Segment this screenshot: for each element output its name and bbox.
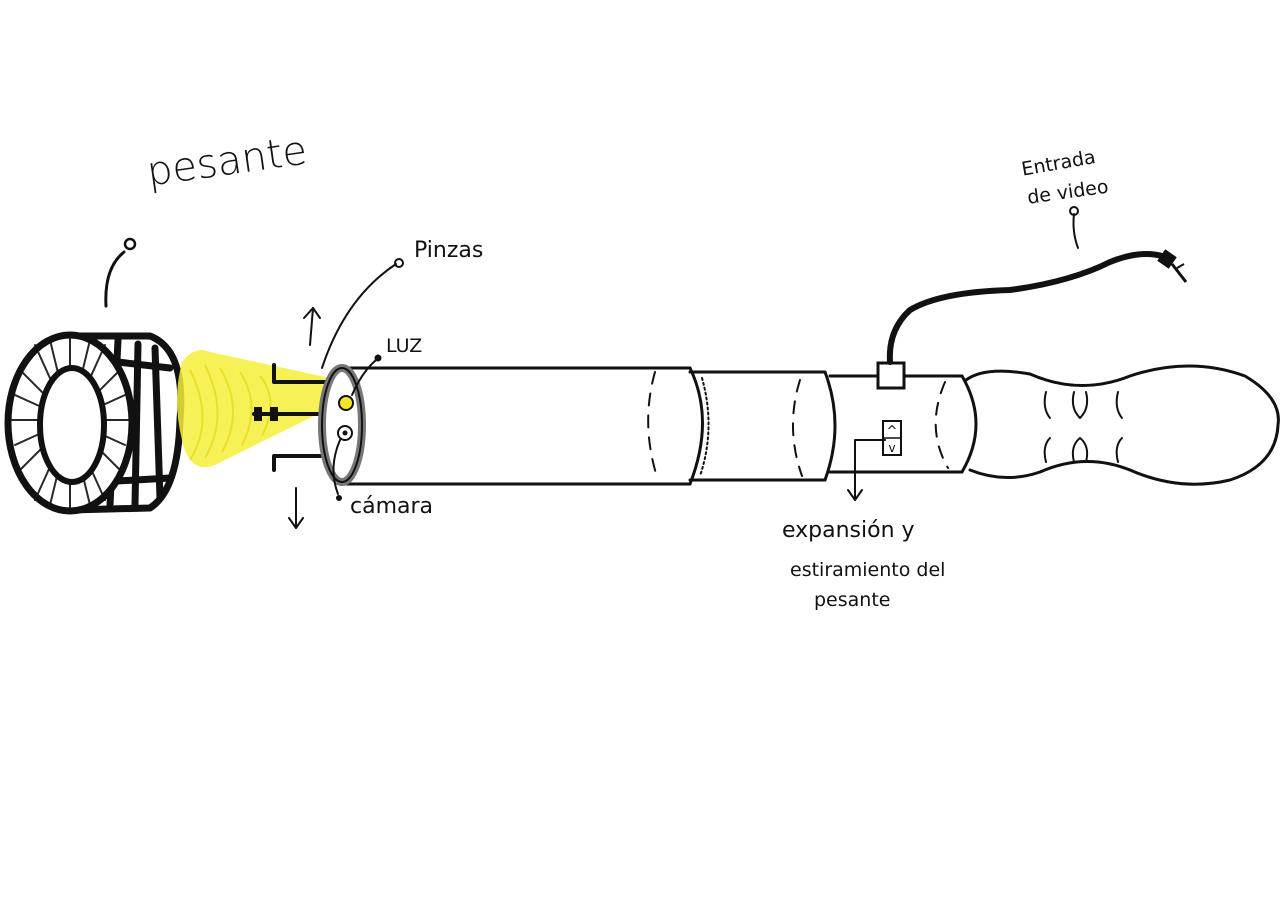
light-dot (338, 395, 354, 411)
wheel-inner-hub (37, 365, 107, 485)
expansion-control-box[interactable] (882, 420, 902, 456)
pesante-pointer-dot (123, 237, 137, 251)
camara-label: cámara (350, 494, 434, 519)
light-beam (177, 349, 330, 468)
expansion-label-line1: expansión y (782, 518, 915, 543)
clamp-up-arrow (303, 307, 321, 346)
expansion-label-line2: estiramiento del (790, 559, 946, 581)
control-up-symbol[interactable]: ^ (887, 424, 898, 439)
entrada-pointer (1072, 213, 1079, 249)
pinzas-pointer (321, 263, 397, 369)
luz-pointer (351, 359, 377, 396)
tube-segment-2 (688, 370, 837, 482)
clamp-down-arrow (288, 487, 304, 529)
pesante-pointer (104, 250, 126, 308)
camara-pointer (332, 439, 341, 495)
video-connector (876, 361, 906, 390)
luz-label: LUZ (386, 335, 423, 357)
tube-segment-3 (828, 374, 978, 474)
video-cable (886, 251, 1165, 365)
expansion-label-line3: pesante (814, 589, 891, 611)
pesante-wheel (4, 331, 185, 515)
pinzas-pointer-dot (394, 258, 404, 268)
pinzas-label: Pinzas (414, 238, 484, 263)
control-down-symbol[interactable]: v (888, 441, 895, 455)
handle (964, 364, 1280, 486)
expansion-pointer (847, 439, 886, 501)
cable-plug (1157, 249, 1188, 283)
clamps (252, 363, 332, 472)
tube-segment-1 (338, 366, 704, 486)
